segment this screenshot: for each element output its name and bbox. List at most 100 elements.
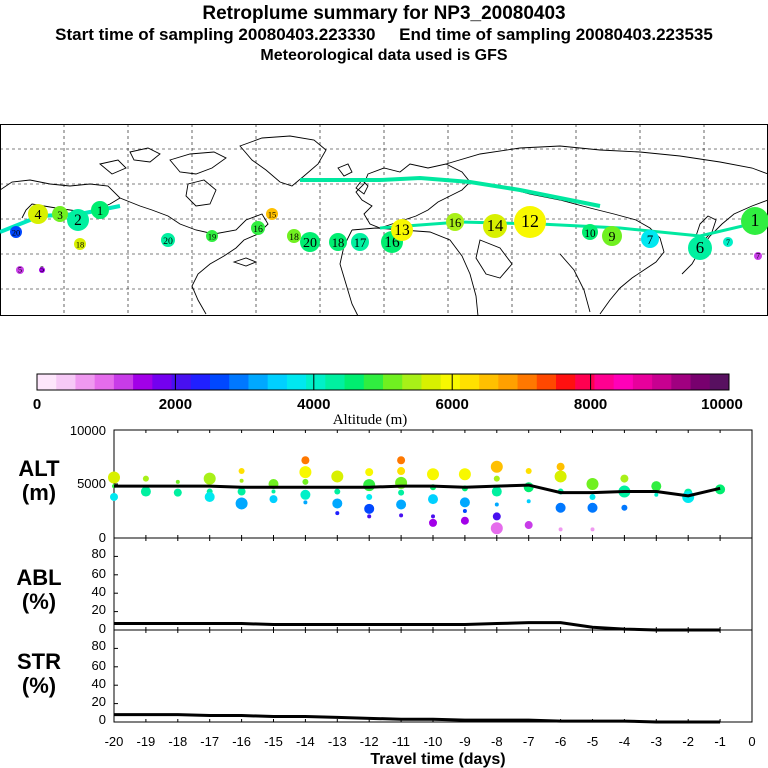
x-tick-label: -19 (137, 734, 156, 749)
x-tick-label: -9 (459, 734, 471, 749)
colorbar-cell (325, 374, 346, 390)
alt-scatter-point (399, 513, 404, 518)
trajectory-marker (287, 229, 301, 243)
trajectory-day-label: 7 (726, 238, 730, 247)
trajectory-day-label: 9 (609, 230, 616, 245)
alt-scatter-point (367, 514, 372, 519)
alt-scatter-point (175, 479, 180, 484)
time-series-panels: 10000 5000 0 80 60 40 20 0 80 60 40 20 0… (70, 423, 756, 768)
trajectory-marker (251, 221, 265, 235)
trajectory-day-label: 4 (35, 208, 42, 223)
alt-scatter-point (397, 467, 406, 476)
trajectory-day-label: 3 (57, 210, 63, 222)
str-line (114, 713, 721, 724)
alt-scatter-point (427, 468, 439, 481)
trajectory-day-label: 20 (12, 229, 20, 238)
colorbar-cell (363, 374, 384, 390)
alt-scatter-point (458, 468, 471, 481)
altitude-colorbar: 0 2000 4000 6000 8000 10000 Altitude (m) (33, 373, 743, 428)
alt-scatter-point (173, 488, 182, 497)
colorbar-cell (306, 374, 326, 390)
alt-scatter-point (556, 462, 565, 471)
abl-ytick-label: 60 (92, 566, 106, 581)
sampling-time: Start time of sampling 20080403.223330 E… (55, 25, 713, 44)
alt-scatter-point (654, 492, 659, 497)
trajectory-day-label: 15 (268, 211, 276, 220)
trajectory-marker (10, 226, 22, 238)
colorbar-cell (94, 374, 115, 390)
trajectory-day-label: 7 (647, 233, 653, 247)
alt-ytick-label: 0 (99, 530, 106, 545)
trajectory-marker (688, 236, 712, 260)
colorbar-cell (267, 374, 288, 390)
trajectory-day-label: 5 (18, 265, 22, 274)
trajectory-marker (641, 230, 659, 248)
x-tick-label: -8 (491, 734, 503, 749)
colorbar-tick-label: 10000 (701, 396, 743, 413)
trajectory-map: 1679101214161613171820181516192012342018… (0, 124, 768, 316)
trajectory-marker (723, 237, 733, 247)
alt-scatter-point (365, 468, 374, 477)
trajectory-day-label: 18 (76, 241, 84, 250)
colorbar-cell (613, 374, 634, 390)
trajectory-marker (446, 213, 464, 231)
alt-scatter-point (331, 470, 344, 483)
alt-scatter-point (334, 488, 341, 495)
colorbar-cell (344, 374, 365, 390)
alt-scatter-point (558, 527, 563, 532)
trajectory-marker (514, 206, 546, 238)
alt-scatter-point (396, 499, 407, 510)
trajectory-day-label: 13 (394, 222, 410, 239)
colorbar-cell (210, 374, 230, 390)
trajectory-marker (483, 214, 507, 238)
str-ytick-label: 20 (92, 694, 106, 709)
colorbar-cell (133, 374, 153, 390)
colorbar-cell (594, 374, 615, 390)
x-tick-label: -14 (296, 734, 315, 749)
alt-scatter-point (590, 527, 595, 532)
alt-scatter-point (428, 494, 438, 505)
colorbar-cell (652, 374, 672, 390)
alt-scatter-point (366, 493, 373, 500)
trajectory-marker (602, 226, 622, 246)
trajectory-marker (74, 238, 86, 250)
alt-unit: (m) (21, 480, 57, 505)
alt-scatter-point (239, 478, 244, 483)
alt-scatter-point (587, 502, 598, 513)
alt-scatter-point (397, 456, 406, 465)
alt-scatter-point (271, 489, 276, 494)
str-ytick-label: 40 (92, 676, 106, 691)
trajectory-marker (754, 252, 762, 260)
alt-scatter-point (621, 504, 628, 511)
trajectory-day-label: 19 (208, 233, 216, 242)
x-tick-label: -15 (264, 734, 283, 749)
alt-scatter-point (462, 509, 467, 513)
str-label: STR (17, 649, 61, 674)
abl-ytick-label: 40 (92, 584, 106, 599)
colorbar-tick-label: 0 (33, 396, 41, 413)
alt-scatter-point (332, 498, 343, 509)
trajectory-day-label: 12 (521, 211, 539, 231)
trajectory-day-label: 1 (97, 204, 103, 218)
trajectory-marker (741, 207, 768, 235)
colorbar-tick-label: 4000 (297, 396, 330, 413)
trajectory-day-label: 16 (449, 216, 462, 230)
alt-scatter-point (301, 456, 310, 465)
alt-scatter-point (492, 512, 501, 521)
alt-scatter-point (555, 502, 566, 513)
colorbar-cell (383, 374, 403, 390)
x-tick-label: -17 (200, 734, 219, 749)
str-panel-label: STR (%) (0, 650, 78, 698)
x-tick-label: -7 (523, 734, 535, 749)
trajectory-marker (39, 267, 45, 273)
trajectory-marker (28, 204, 48, 224)
colorbar-cell (671, 374, 692, 390)
alt-scatter-point (524, 521, 533, 530)
colorbar-cell (536, 374, 557, 390)
colorbar-cell (440, 374, 461, 390)
str-unit: (%) (21, 673, 57, 698)
alt-scatter-point (398, 489, 405, 496)
str-ytick-label: 60 (92, 658, 106, 673)
colorbar-cell (517, 374, 538, 390)
x-tick-label: -1 (714, 734, 726, 749)
